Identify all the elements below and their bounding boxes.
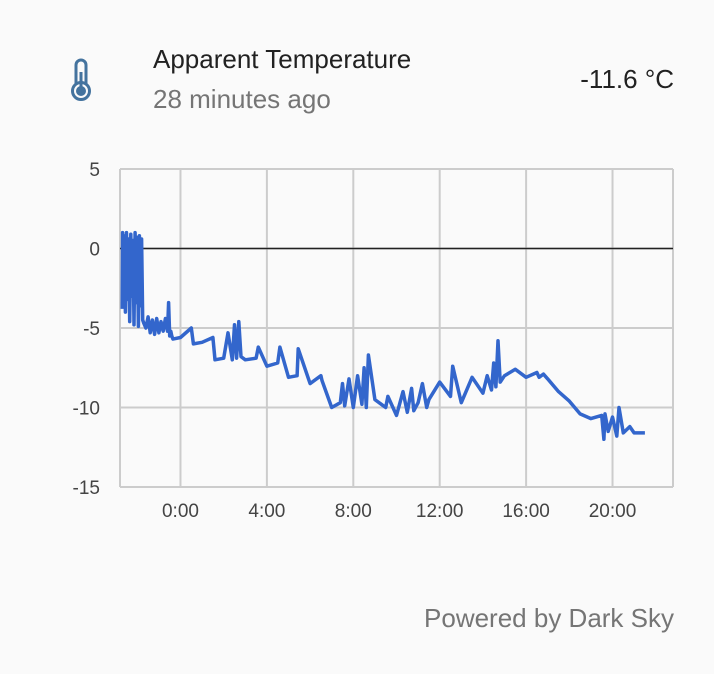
temperature-chart: 5 0 -5 -10 -15 0:00 4:00 8:00 12:00 16:00 20:00: [73, 160, 674, 522]
x-tick-label: 0:00: [162, 501, 199, 522]
y-tick-label: -10: [73, 399, 100, 420]
x-tick-label: 20:00: [589, 501, 637, 522]
y-tick-label: 5: [89, 160, 100, 181]
attribution-text: Powered by Dark Sky: [424, 603, 674, 633]
y-tick-label: -15: [73, 478, 100, 499]
thermometer-icon: [66, 58, 96, 102]
y-tick-label: 0: [89, 240, 100, 261]
x-tick-label: 4:00: [248, 501, 285, 522]
series-line: [120, 230, 645, 442]
sensor-title: Apparent Temperature: [153, 44, 412, 74]
x-tick-label: 16:00: [502, 501, 550, 522]
current-value: -11.6 °C: [580, 64, 674, 94]
y-tick-label: -5: [83, 319, 100, 340]
x-tick-label: 8:00: [335, 501, 372, 522]
last-updated: 28 minutes ago: [153, 84, 331, 114]
x-tick-label: 12:00: [416, 501, 464, 522]
